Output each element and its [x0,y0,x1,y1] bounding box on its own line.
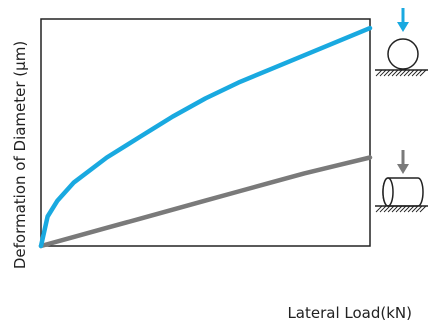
plot-frame [40,18,371,247]
series-line-roller-load-icon [38,155,373,249]
series-layer [38,25,373,249]
y-axis-label: Deformation of Diameter (μm) [11,41,29,269]
ball-load-icon [375,8,428,77]
roller-load-icon [375,150,428,213]
series-line-ball-load-icon [38,25,373,249]
x-axis-label: Lateral Load(kN) [287,304,412,322]
